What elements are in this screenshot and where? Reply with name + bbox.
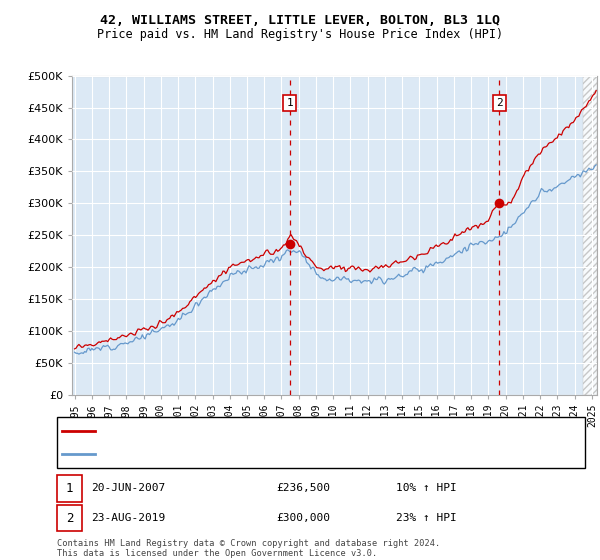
Text: 2: 2: [66, 511, 73, 525]
Text: £300,000: £300,000: [276, 513, 330, 523]
Text: 10% ↑ HPI: 10% ↑ HPI: [396, 483, 457, 493]
Text: Contains HM Land Registry data © Crown copyright and database right 2024.: Contains HM Land Registry data © Crown c…: [57, 539, 440, 548]
Text: Price paid vs. HM Land Registry's House Price Index (HPI): Price paid vs. HM Land Registry's House …: [97, 28, 503, 41]
Text: 23-AUG-2019: 23-AUG-2019: [91, 513, 166, 523]
Text: 1: 1: [286, 98, 293, 108]
Text: This data is licensed under the Open Government Licence v3.0.: This data is licensed under the Open Gov…: [57, 549, 377, 558]
Text: HPI: Average price, detached house, Bolton: HPI: Average price, detached house, Bolt…: [96, 449, 348, 459]
Text: 42, WILLIAMS STREET, LITTLE LEVER, BOLTON, BL3 1LQ: 42, WILLIAMS STREET, LITTLE LEVER, BOLTO…: [100, 14, 500, 27]
Text: 42, WILLIAMS STREET, LITTLE LEVER, BOLTON, BL3 1LQ (detached house): 42, WILLIAMS STREET, LITTLE LEVER, BOLTO…: [96, 426, 498, 436]
Text: £236,500: £236,500: [276, 483, 330, 493]
Text: 23% ↑ HPI: 23% ↑ HPI: [396, 513, 457, 523]
Text: 2: 2: [496, 98, 503, 108]
Text: 20-JUN-2007: 20-JUN-2007: [91, 483, 166, 493]
Text: 1: 1: [66, 482, 73, 495]
